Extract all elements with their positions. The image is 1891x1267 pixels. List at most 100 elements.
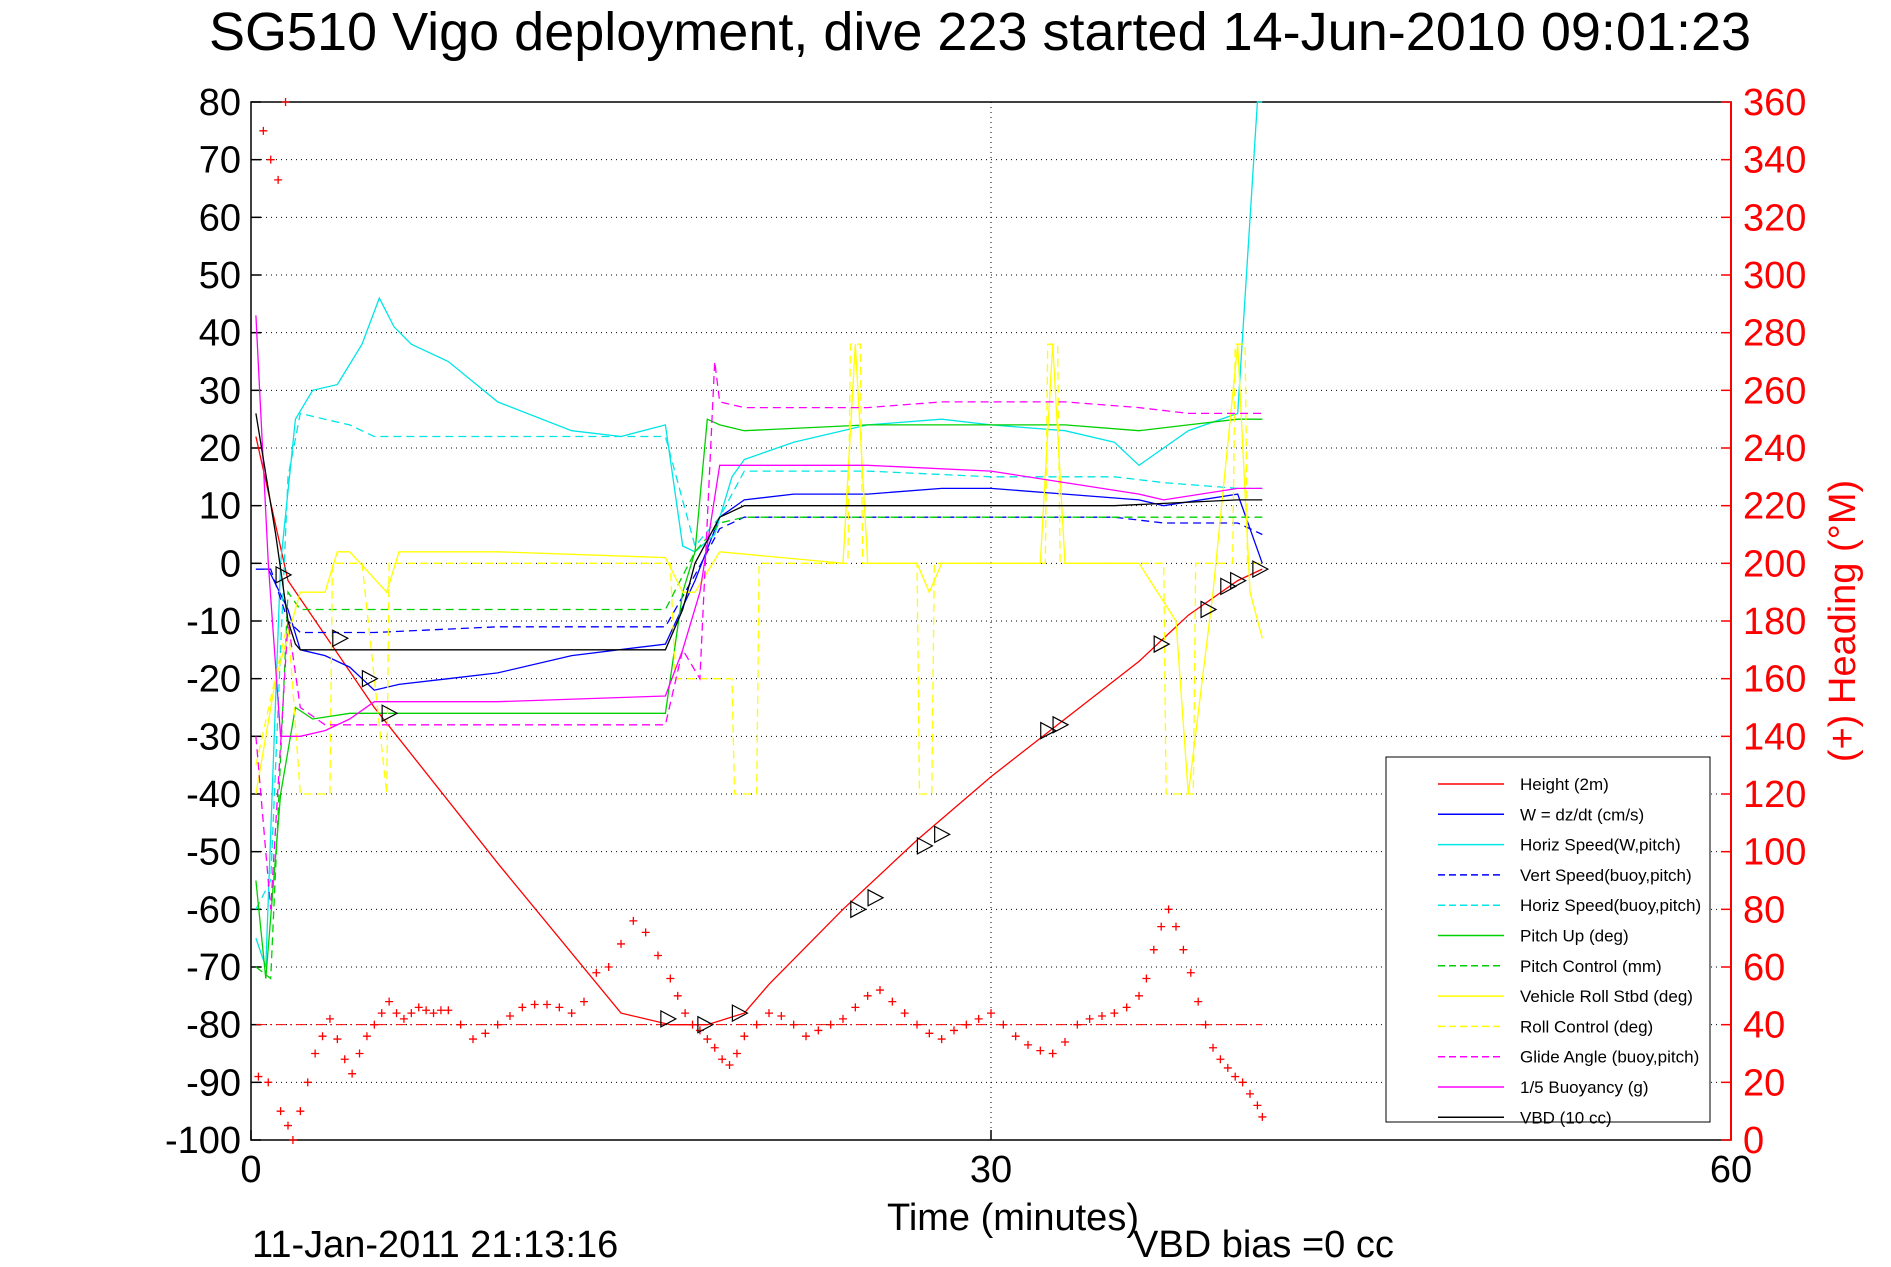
- left-tick-label: -100: [165, 1120, 241, 1162]
- right-axis-label: (+) Heading (°M): [1822, 480, 1864, 762]
- heading-marker: [987, 1009, 995, 1018]
- right-tick-label: 160: [1743, 659, 1806, 701]
- triangle-marker: [1200, 600, 1218, 619]
- heading-marker: [604, 963, 613, 971]
- heading-marker: [725, 1061, 734, 1070]
- series-line-8: [255, 343, 1263, 795]
- x-axis-label: Time (minutes): [887, 1197, 1139, 1239]
- legend-entry-8: Roll Control (deg): [1520, 1017, 1653, 1036]
- right-tick-label: 80: [1743, 889, 1785, 931]
- right-axis-ticks: 3603403203002802602402202001801601401201…: [1721, 82, 1806, 1162]
- heading-marker: [718, 1055, 727, 1064]
- triangle-marker: [934, 825, 951, 844]
- heading-marker: [469, 1035, 477, 1044]
- right-tick-label: 0: [1743, 1120, 1764, 1162]
- heading-marker: [385, 997, 394, 1006]
- heading-marker: [436, 1006, 445, 1015]
- triangle-marker: [332, 629, 350, 648]
- heading-marker: [266, 155, 275, 164]
- triangle-marker: [1220, 577, 1238, 596]
- series-line-6: [255, 516, 1263, 980]
- triangle-marker: [850, 900, 868, 919]
- heading-marker: [681, 1009, 690, 1018]
- left-tick-label: -60: [186, 889, 241, 931]
- heading-marker: [281, 98, 290, 106]
- heading-marker: [789, 1020, 798, 1029]
- heading-marker: [414, 1003, 423, 1012]
- heading-marker: [826, 1020, 835, 1029]
- heading-marker: [296, 1107, 305, 1116]
- heading-marker: [407, 1009, 416, 1018]
- heading-marker: [429, 1009, 438, 1018]
- left-tick-label: 60: [199, 197, 241, 239]
- triangle-marker: [731, 1004, 749, 1023]
- triangle-marker: [275, 565, 293, 584]
- x-tick-label: 30: [970, 1149, 1012, 1191]
- heading-marker: [802, 1032, 810, 1041]
- right-tick-label: 240: [1743, 428, 1806, 470]
- heading-marker: [1142, 974, 1151, 983]
- heading-marker: [1194, 997, 1203, 1006]
- right-tick-label: 140: [1743, 716, 1806, 758]
- series-line-10: [255, 315, 1263, 737]
- left-tick-label: 80: [199, 82, 241, 124]
- right-tick-label: 300: [1743, 255, 1806, 297]
- heading-marker: [1157, 922, 1166, 931]
- heading-marker: [1122, 1003, 1131, 1012]
- heading-marker: [703, 1035, 712, 1044]
- heading-marker: [506, 1012, 514, 1021]
- heading-marker: [422, 1006, 431, 1015]
- heading-marker: [274, 175, 283, 184]
- left-tick-label: 50: [199, 255, 241, 297]
- triangle-marker: [1230, 571, 1247, 590]
- heading-marker: [1164, 905, 1173, 914]
- heading-marker: [362, 1032, 371, 1041]
- chart-title: SG510 Vigo deployment, dive 223 started …: [209, 2, 1751, 62]
- plot-content: [254, 98, 1270, 1144]
- right-tick-label: 220: [1743, 486, 1806, 528]
- right-tick-label: 280: [1743, 313, 1806, 355]
- heading-marker: [1258, 1112, 1267, 1121]
- heading-marker: [1085, 1014, 1094, 1023]
- left-tick-label: -40: [186, 774, 241, 816]
- heading-marker: [765, 1009, 773, 1018]
- heading-marker: [1098, 1012, 1106, 1021]
- right-tick-label: 260: [1743, 370, 1806, 412]
- heading-marker: [399, 1014, 408, 1023]
- heading-marker: [666, 974, 675, 983]
- left-tick-label: -20: [186, 659, 241, 701]
- heading-marker: [1073, 1020, 1082, 1029]
- heading-marker: [740, 1032, 749, 1041]
- heading-marker: [518, 1003, 527, 1012]
- legend-entry-9: Glide Angle (buoy,pitch): [1520, 1048, 1699, 1067]
- x-axis-ticks: 0 30 60: [240, 1130, 1752, 1191]
- heading-marker: [1201, 1020, 1210, 1029]
- left-tick-label: -10: [186, 601, 241, 643]
- heading-marker: [732, 1049, 741, 1058]
- heading-marker: [1024, 1040, 1032, 1049]
- heading-marker: [355, 1049, 364, 1058]
- triangle-marker: [1040, 721, 1058, 740]
- right-tick-label: 360: [1743, 82, 1806, 124]
- heading-marker: [333, 1035, 342, 1044]
- heading-marker: [1253, 1101, 1262, 1110]
- heading-marker: [259, 126, 268, 135]
- heading-marker: [264, 1078, 273, 1087]
- legend-entry-5: Pitch Up (deg): [1520, 927, 1629, 946]
- heading-marker: [999, 1020, 1008, 1029]
- heading-marker: [900, 1009, 909, 1018]
- heading-marker: [1135, 991, 1143, 1000]
- legend-entry-10: 1/5 Buoyancy (g): [1520, 1078, 1649, 1097]
- x-tick-label: 60: [1710, 1149, 1752, 1191]
- series-line-2: [255, 101, 1263, 968]
- heading-marker: [1238, 1078, 1247, 1087]
- triangle-marker: [1252, 560, 1270, 579]
- heading-marker: [851, 1003, 860, 1012]
- triangle-marker: [697, 1015, 715, 1034]
- heading-marker: [348, 1069, 357, 1078]
- footer-timestamp: 11-Jan-2011 21:13:16: [252, 1224, 618, 1262]
- legend-entry-4: Horiz Speed(buoy,pitch): [1520, 896, 1701, 915]
- heading-marker: [688, 1020, 697, 1029]
